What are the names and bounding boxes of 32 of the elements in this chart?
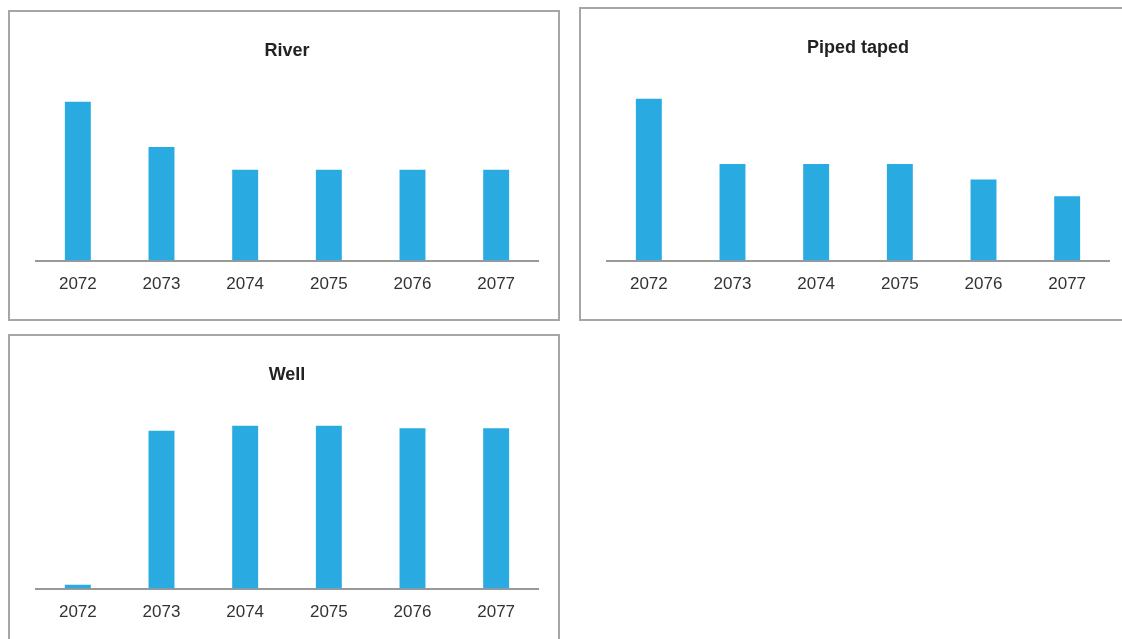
x-tick-label: 2075 <box>880 274 919 294</box>
x-tick-label: 2077 <box>1048 274 1087 294</box>
x-tick-label: 2073 <box>713 274 752 294</box>
bar <box>886 164 913 261</box>
bar <box>483 428 510 589</box>
x-tick-label: 2074 <box>797 274 836 294</box>
bar <box>1054 196 1081 261</box>
x-tick-label: 2075 <box>309 274 348 294</box>
bar <box>232 425 259 589</box>
bar <box>148 430 175 589</box>
bar <box>315 425 342 589</box>
x-tick-label: 2076 <box>393 274 432 294</box>
x-tick-label: 2077 <box>477 602 516 622</box>
bar <box>635 98 662 261</box>
bar <box>803 164 830 261</box>
x-tick-label: 2072 <box>58 602 97 622</box>
x-tick-label: 2075 <box>309 602 348 622</box>
x-tick-label: 2073 <box>142 602 181 622</box>
x-tick-label: 2076 <box>964 274 1003 294</box>
bar <box>719 164 746 261</box>
bar <box>970 179 997 261</box>
x-tick-label: 2073 <box>142 274 181 294</box>
bar <box>399 428 426 589</box>
x-tick-label: 2074 <box>226 602 265 622</box>
x-tick-label: 2072 <box>629 274 668 294</box>
chart-title: River <box>264 39 310 60</box>
chart-title: Piped taped <box>806 36 910 57</box>
x-tick-label: 2077 <box>477 274 516 294</box>
x-tick-label: 2072 <box>58 274 97 294</box>
x-tick-label: 2074 <box>226 274 265 294</box>
chart-title: Well <box>268 363 306 384</box>
x-tick-label: 2076 <box>393 602 432 622</box>
